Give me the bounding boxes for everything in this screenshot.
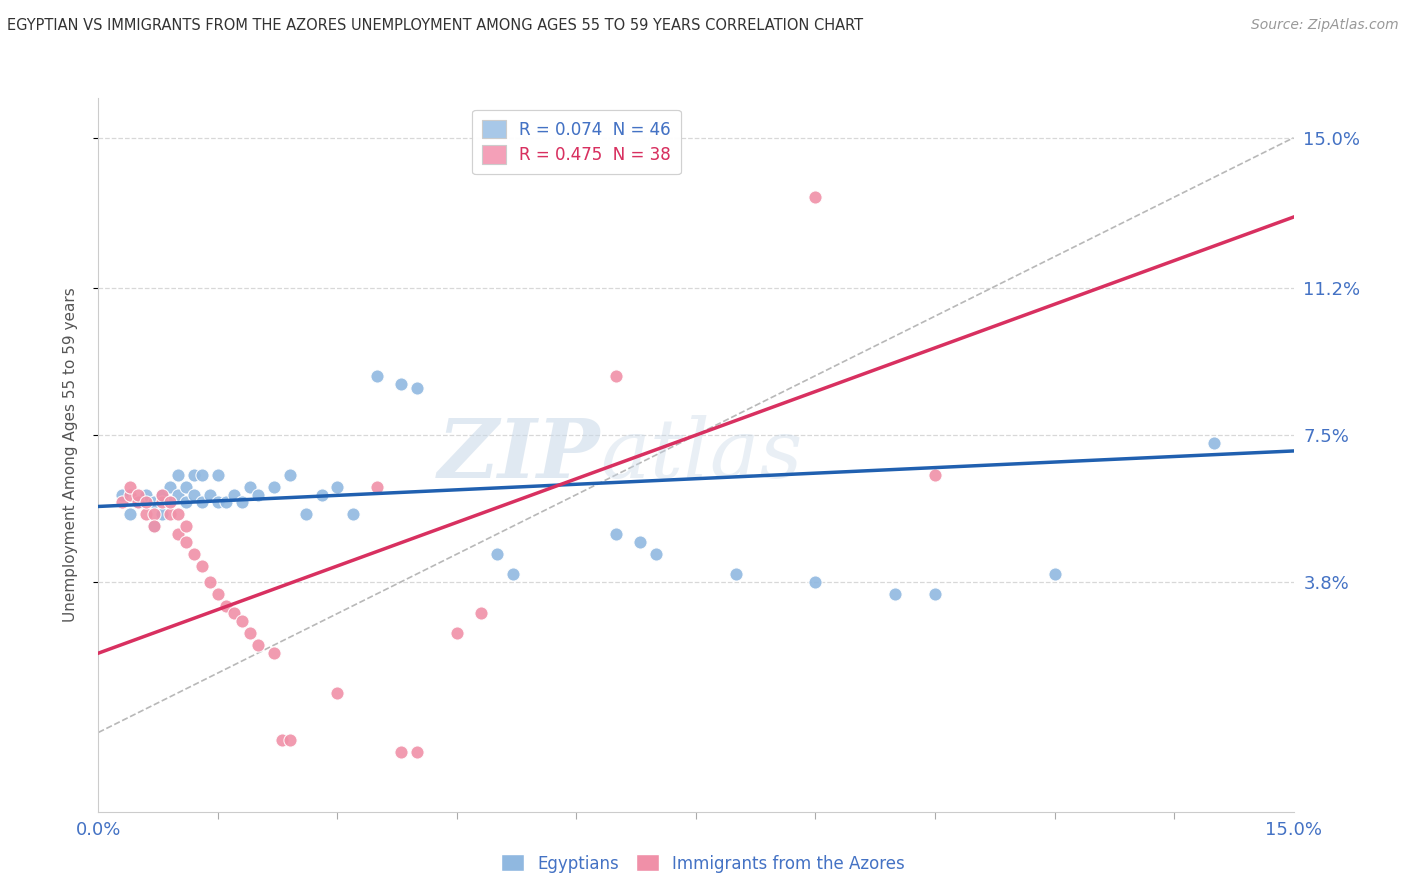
Point [446,626,468,640]
Point [326,686,349,700]
Point [485,547,508,561]
Point [198,574,221,589]
Point [605,527,627,541]
Point [207,495,229,509]
Point [167,527,190,541]
Point [366,480,388,494]
Legend: Egyptians, Immigrants from the Azores: Egyptians, Immigrants from the Azores [494,847,912,880]
Point [804,190,827,204]
Point [183,547,205,561]
Point [167,508,190,522]
Point [167,487,190,501]
Point [127,495,149,509]
Point [924,587,946,601]
Point [470,607,492,621]
Point [120,487,142,501]
Point [270,733,292,747]
Point [174,495,197,509]
Point [278,733,301,747]
Point [605,368,627,383]
Point [111,487,134,501]
Point [167,467,190,482]
Point [135,508,157,522]
Point [278,467,301,482]
Text: ZIP: ZIP [437,415,600,495]
Point [120,508,142,522]
Text: EGYPTIAN VS IMMIGRANTS FROM THE AZORES UNEMPLOYMENT AMONG AGES 55 TO 59 YEARS CO: EGYPTIAN VS IMMIGRANTS FROM THE AZORES U… [7,18,863,33]
Point [183,467,205,482]
Point [135,487,157,501]
Point [884,587,907,601]
Point [150,508,173,522]
Point [207,467,229,482]
Point [150,487,173,501]
Point [150,495,173,509]
Point [389,745,412,759]
Point [120,480,142,494]
Point [198,487,221,501]
Point [311,487,333,501]
Point [724,566,747,581]
Point [150,487,173,501]
Point [231,495,253,509]
Point [207,587,229,601]
Point [127,487,149,501]
Point [1043,566,1066,581]
Point [159,495,181,509]
Point [342,508,364,522]
Point [222,607,245,621]
Point [127,495,149,509]
Point [366,368,388,383]
Point [143,508,166,522]
Point [191,495,214,509]
Point [143,495,166,509]
Point [645,547,668,561]
Point [406,745,429,759]
Point [159,495,181,509]
Point [263,646,285,660]
Point [215,599,238,613]
Point [135,495,157,509]
Point [804,574,827,589]
Point [389,376,412,391]
Point [159,480,181,494]
Point [246,638,269,652]
Point [239,480,262,494]
Point [294,508,316,522]
Point [174,535,197,549]
Point [159,508,181,522]
Point [239,626,262,640]
Point [215,495,238,509]
Point [191,558,214,573]
Point [326,480,349,494]
Point [924,467,946,482]
Point [222,487,245,501]
Point [174,480,197,494]
Point [628,535,651,549]
Point [1202,436,1225,450]
Point [502,566,524,581]
Point [263,480,285,494]
Point [406,380,429,394]
Y-axis label: Unemployment Among Ages 55 to 59 years: Unemployment Among Ages 55 to 59 years [63,287,77,623]
Point [246,487,269,501]
Point [231,615,253,629]
Point [143,519,166,533]
Point [143,519,166,533]
Point [174,519,197,533]
Point [191,467,214,482]
Point [183,487,205,501]
Legend: R = 0.074  N = 46, R = 0.475  N = 38: R = 0.074 N = 46, R = 0.475 N = 38 [472,110,681,174]
Text: Source: ZipAtlas.com: Source: ZipAtlas.com [1251,18,1399,32]
Point [111,495,134,509]
Text: atlas: atlas [600,415,803,495]
